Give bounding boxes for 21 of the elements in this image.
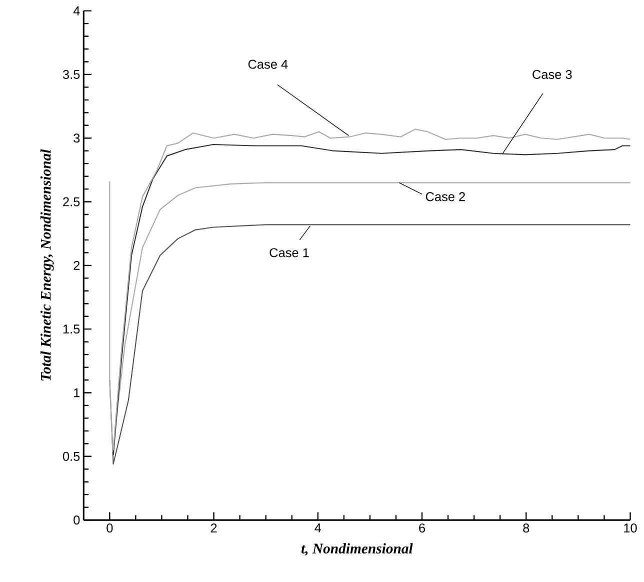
series-label: Case 1 bbox=[270, 248, 309, 258]
x-tick-label: 2 bbox=[210, 524, 217, 532]
y-tick-label: 2.5 bbox=[63, 197, 80, 206]
y-axis-title: Total Kinetic Energy, Nondimensional bbox=[40, 149, 54, 381]
y-tick-label: 3 bbox=[74, 134, 80, 143]
series-label: Case 2 bbox=[426, 192, 465, 202]
x-tick-label: 8 bbox=[523, 524, 530, 533]
y-tick-label: 1 bbox=[74, 388, 80, 398]
y-tick-label: 0.5 bbox=[62, 452, 80, 461]
x-axis-title: t, Nondimensional bbox=[301, 543, 413, 556]
y-tick-label: 1.5 bbox=[63, 324, 80, 334]
text: Case 4 bbox=[248, 60, 288, 69]
x-tick-label: 10 bbox=[624, 524, 637, 533]
x-tick-label: 0 bbox=[106, 524, 113, 533]
y-tick-label: 2 bbox=[74, 260, 80, 270]
text: Case 3 bbox=[532, 70, 572, 79]
y-tick-label: 4 bbox=[73, 6, 80, 16]
y-tick-label: 0 bbox=[74, 516, 80, 525]
x-tick-label: 6 bbox=[419, 524, 425, 533]
y-tick-label: 3.5 bbox=[62, 70, 80, 79]
x-tick-label: 4 bbox=[314, 524, 322, 532]
